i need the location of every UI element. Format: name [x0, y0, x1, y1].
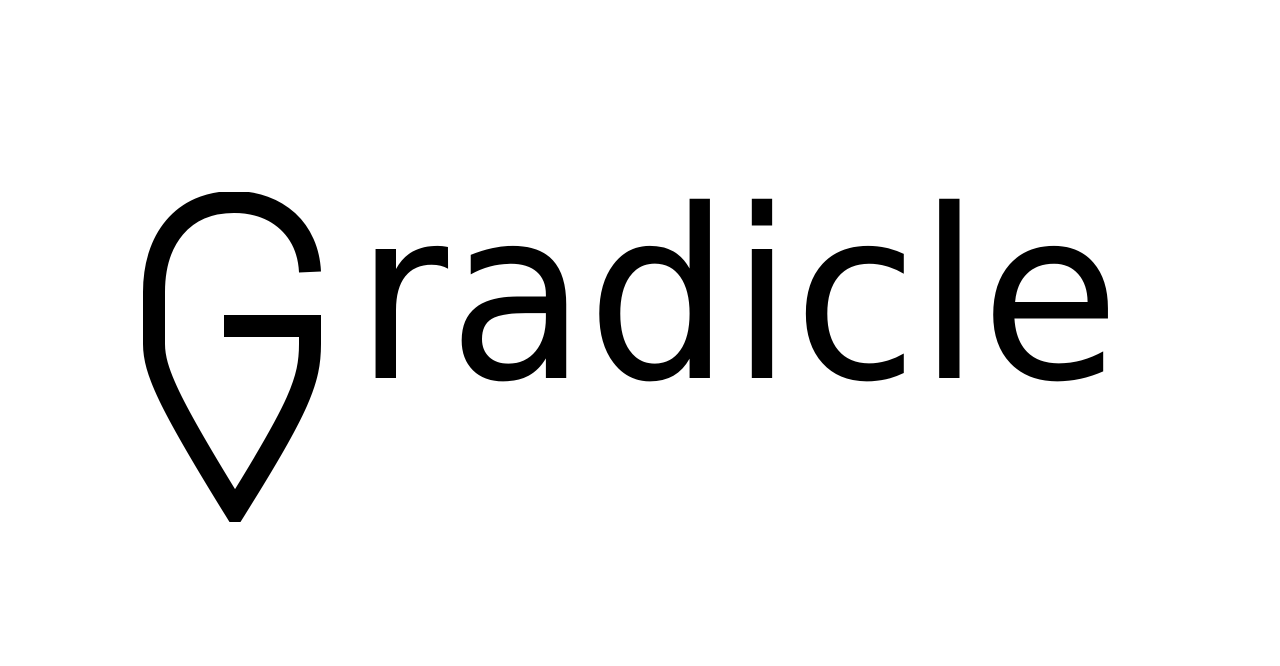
wordmark-text: radicle [355, 159, 1120, 434]
location-pin-g-icon [143, 192, 321, 522]
